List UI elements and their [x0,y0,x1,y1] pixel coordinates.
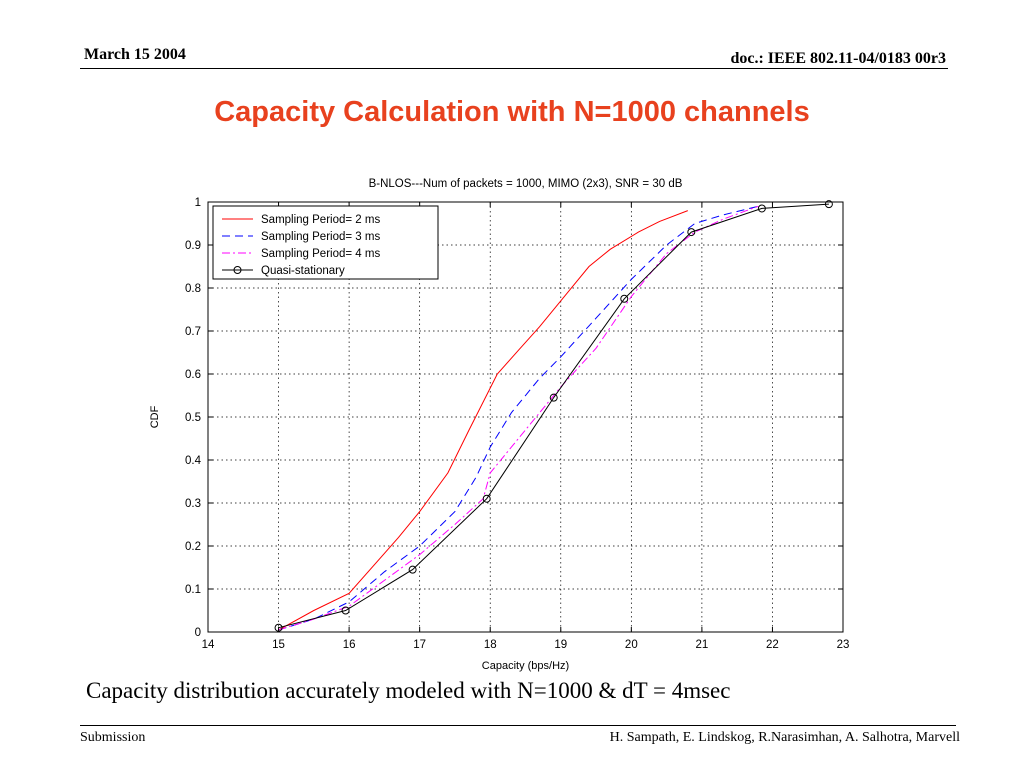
legend-label: Sampling Period= 4 ms [261,248,380,260]
x-tick-label: 14 [202,639,215,651]
footer-authors: H. Sampath, E. Lindskog, R.Narasimhan, A… [609,730,960,745]
series-marker [824,200,833,209]
series-marker [482,494,491,503]
legend-box [212,205,439,280]
x-tick-label: 23 [837,639,850,651]
y-tick-label: 0.5 [185,412,201,424]
x-tick-label: 22 [766,639,779,651]
x-tick-label: 17 [413,639,426,651]
slide-title: Capacity Calculation with N=1000 channel… [214,96,810,128]
series-line-1 [278,210,688,631]
y-tick-label: 0.3 [185,498,201,510]
series-line-3 [278,205,759,631]
series-marker [341,606,350,615]
header-rule [80,68,948,69]
series-line-2 [278,205,759,631]
footer-submission: Submission [80,730,146,745]
series-marker [408,565,417,574]
header-doc-id: doc.: IEEE 802.11-04/0183 00r3 [730,50,946,67]
footer-rule [80,725,956,726]
y-axis-label: CDF [149,405,161,428]
y-tick-label: 0.8 [185,283,201,295]
ticks: 14 15 16 17 18 19 20 21 22 23 0 0.1 0.2 0.3 0.4 0.5 0.6 0… [185,197,849,651]
y-tick-label: 0.9 [185,240,201,252]
legend-label: Quasi-stationary [261,265,345,277]
series-marker [549,393,558,402]
y-tick-label: 0.4 [185,455,202,467]
series-line-4 [278,203,829,629]
x-tick-label: 20 [625,639,638,651]
slide-caption: Capacity distribution accurately modeled… [86,678,731,703]
y-tick-label: 1 [195,197,201,209]
legend: Sampling Period= 2 ms Sampling Period= 3 … [212,205,439,280]
y-tick-label: 0.6 [185,369,201,381]
legend-label: Sampling Period= 3 ms [261,231,380,243]
x-axis-label: Capacity (bps/Hz) [482,660,569,672]
cdf-chart: 14 15 16 17 18 19 20 21 22 23 0 0.1 0.2 0.3 0.4 0.5 0.6 0… [149,178,849,672]
y-tick-label: 0.7 [185,326,201,338]
series-layer [274,200,833,632]
series-marker [687,228,696,237]
y-tick-label: 0 [195,627,201,639]
x-tick-label: 15 [272,639,285,651]
series-marker [620,294,629,303]
legend-marker [233,266,242,274]
series-marker [757,204,766,213]
x-tick-label: 21 [695,639,708,651]
chart-title: B-NLOS---Num of packets = 1000, MIMO (2x… [369,178,683,190]
x-tick-label: 18 [484,639,497,651]
header-date: March 15 2004 [84,46,186,63]
x-tick-label: 19 [554,639,567,651]
y-tick-label: 0.1 [185,584,201,596]
legend-label: Sampling Period= 2 ms [261,214,380,226]
x-tick-label: 16 [343,639,356,651]
y-tick-label: 0.2 [185,541,201,553]
